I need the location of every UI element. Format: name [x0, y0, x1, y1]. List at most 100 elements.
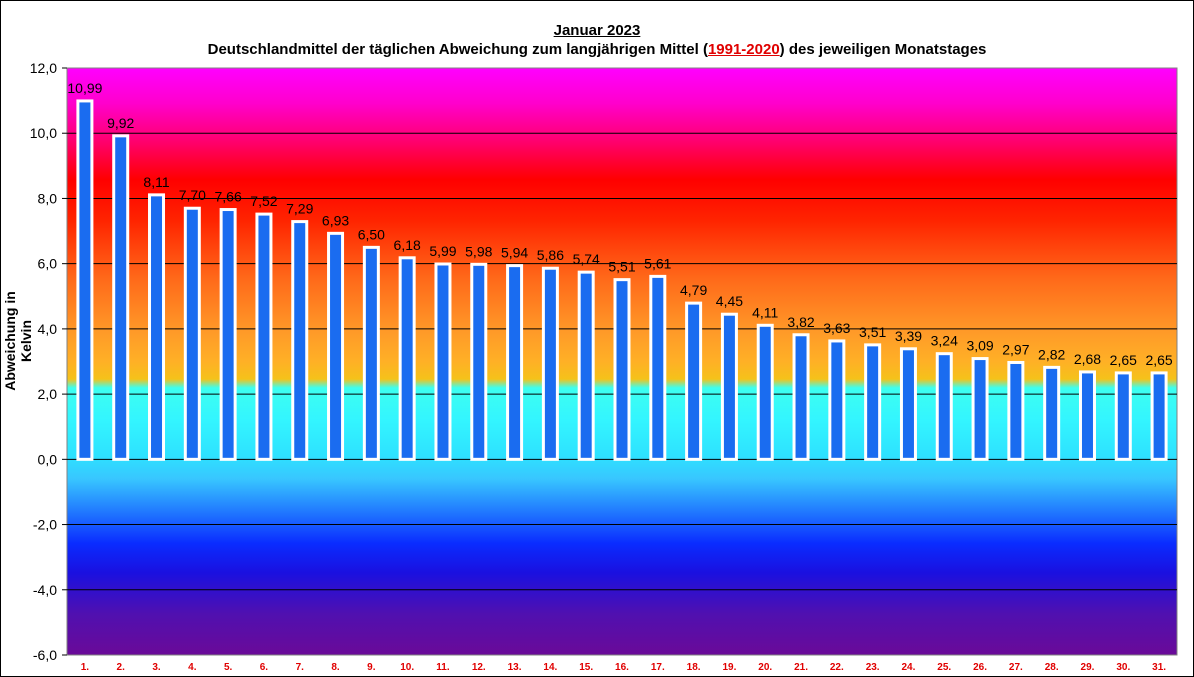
bar — [1007, 360, 1025, 461]
x-tick-label: 2. — [117, 662, 126, 673]
data-label: 2,65 — [1145, 352, 1172, 368]
y-tick-label: 10,0 — [30, 125, 57, 141]
data-label: 2,65 — [1110, 352, 1137, 368]
data-label: 7,29 — [286, 201, 313, 217]
bar — [219, 208, 237, 461]
x-tick-label: 6. — [260, 662, 269, 673]
x-tick-label: 20. — [758, 662, 772, 673]
data-label: 5,99 — [429, 243, 456, 259]
x-tick-label: 15. — [579, 662, 593, 673]
x-tick-label: 16. — [615, 662, 629, 673]
bar — [756, 323, 774, 461]
bar — [899, 347, 917, 461]
x-tick-label: 28. — [1045, 662, 1059, 673]
bar — [148, 193, 166, 461]
data-label: 7,52 — [250, 193, 277, 209]
data-label: 9,92 — [107, 115, 134, 131]
subtitle-text-after: ) des jeweiligen Monatstages — [779, 41, 987, 58]
bar — [362, 245, 380, 461]
bar — [649, 274, 667, 461]
bar — [685, 301, 703, 461]
x-tick-label: 23. — [866, 662, 880, 673]
bar — [1114, 371, 1132, 461]
data-label: 3,39 — [895, 328, 922, 344]
data-label: 4,11 — [752, 304, 778, 320]
x-tick-label: 19. — [722, 662, 736, 673]
bar — [291, 220, 309, 461]
data-label: 2,68 — [1074, 351, 1101, 367]
bar — [1078, 370, 1096, 461]
x-tick-label: 30. — [1116, 662, 1130, 673]
bar — [577, 270, 595, 461]
subtitle-text-before: Deutschlandmittel der täglichen Abweichu… — [207, 41, 708, 58]
x-tick-label: 1. — [81, 662, 90, 673]
chart-title: Januar 2023 — [553, 22, 641, 39]
data-label: 3,51 — [859, 324, 886, 340]
data-label: 6,50 — [358, 226, 385, 242]
data-label: 5,98 — [465, 243, 492, 259]
data-label: 2,82 — [1038, 346, 1065, 362]
y-tick-label: 6,0 — [38, 256, 58, 272]
data-label: 8,11 — [143, 174, 169, 190]
x-tick-label: 24. — [901, 662, 915, 673]
y-tick-label: 12,0 — [30, 60, 57, 76]
x-tick-label: 11. — [436, 662, 450, 673]
x-tick-label: 17. — [651, 662, 665, 673]
x-tick-label: 5. — [224, 662, 233, 673]
y-tick-label: 2,0 — [38, 386, 58, 402]
x-tick-label: 7. — [296, 662, 305, 673]
data-label: 4,79 — [680, 282, 707, 298]
x-tick-label: 8. — [331, 662, 340, 673]
x-tick-label: 31. — [1152, 662, 1166, 673]
data-label: 3,63 — [823, 320, 850, 336]
x-tick-label: 10. — [400, 662, 414, 673]
y-tick-label: 4,0 — [38, 321, 58, 337]
bar — [112, 134, 130, 461]
bar — [828, 339, 846, 461]
x-tick-label: 25. — [937, 662, 951, 673]
x-tick-label: 27. — [1009, 662, 1023, 673]
x-tick-label: 9. — [367, 662, 376, 673]
data-label: 6,93 — [322, 212, 349, 228]
x-tick-label: 21. — [794, 662, 808, 673]
data-label: 5,86 — [537, 247, 564, 263]
bar — [541, 266, 559, 461]
x-tick-label: 3. — [152, 662, 161, 673]
bar — [470, 262, 488, 461]
data-label: 5,94 — [501, 245, 528, 261]
bar — [971, 357, 989, 461]
bar — [76, 99, 94, 461]
x-tick-label: 12. — [472, 662, 486, 673]
bar — [613, 278, 631, 461]
bar — [434, 262, 452, 461]
bar — [1043, 365, 1061, 461]
bar — [935, 352, 953, 461]
x-tick-label: 18. — [687, 662, 701, 673]
data-label: 7,66 — [215, 189, 242, 205]
bar — [506, 264, 524, 461]
subtitle-period: 1991-2020 — [707, 41, 780, 58]
bar — [720, 312, 738, 461]
data-label: 3,24 — [931, 333, 958, 349]
y-tick-label: -2,0 — [33, 517, 57, 533]
bar — [255, 212, 273, 461]
bar — [1150, 371, 1168, 461]
data-label: 5,61 — [644, 255, 671, 271]
chart-subtitle: Deutschlandmittel der täglichen Abweichu… — [0, 41, 1194, 58]
x-tick-label: 29. — [1081, 662, 1095, 673]
data-label: 4,45 — [716, 293, 743, 309]
y-tick-label: 8,0 — [38, 190, 58, 206]
data-label: 10,99 — [67, 80, 102, 96]
y-tick-label: -6,0 — [33, 647, 57, 663]
data-label: 2,97 — [1002, 341, 1029, 357]
bar — [398, 256, 416, 461]
data-label: 3,09 — [966, 338, 993, 354]
x-tick-label: 14. — [543, 662, 557, 673]
y-tick-label: -4,0 — [33, 582, 57, 598]
data-label: 5,51 — [608, 259, 635, 275]
x-tick-label: 22. — [830, 662, 844, 673]
data-label: 7,70 — [179, 187, 206, 203]
bar — [864, 343, 882, 461]
bar — [183, 206, 201, 461]
